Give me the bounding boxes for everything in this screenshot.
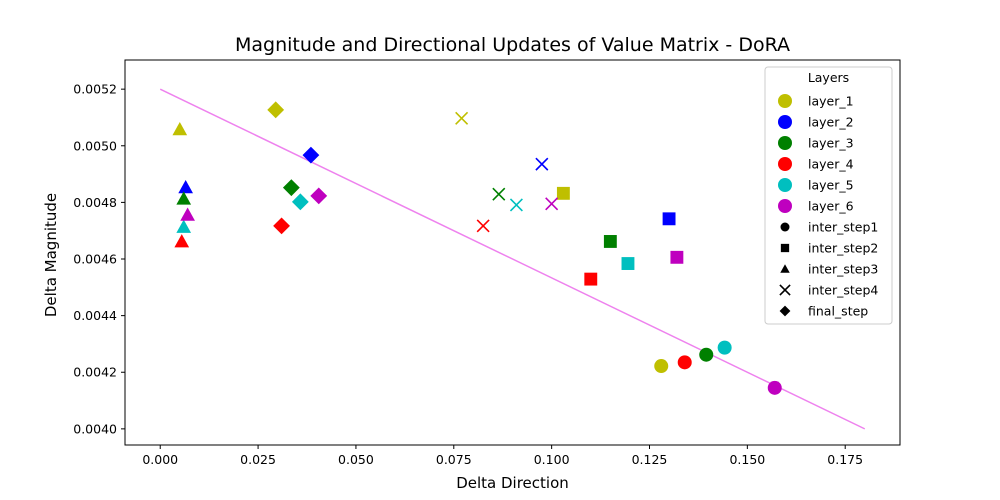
- y-tick-label: 0.0046: [73, 252, 117, 267]
- data-points-group: [172, 101, 782, 395]
- data-point-layer_2-final_step: [302, 146, 320, 164]
- data-point-layer_5-final_step: [291, 193, 309, 211]
- x-tick-label: 0.150: [729, 452, 765, 467]
- legend-marker-layer_1: [778, 94, 792, 108]
- legend-marker-inter_step1: [780, 222, 790, 232]
- data-point-layer_4-inter_step3: [174, 234, 190, 248]
- trend-line: [159, 88, 866, 430]
- legend-label-final_step: final_step: [808, 304, 868, 319]
- x-tick-label: 0.000: [142, 452, 178, 467]
- y-tick-label: 0.0048: [73, 195, 117, 210]
- data-point-layer_6-inter_step2: [670, 250, 684, 264]
- x-tick-label: 0.125: [632, 452, 668, 467]
- legend-marker-layer_3: [778, 136, 792, 150]
- plot-frame: [124, 59, 901, 446]
- y-tick-label: 0.0052: [73, 82, 117, 97]
- legend-label-inter_step4: inter_step4: [808, 283, 878, 298]
- data-point-layer_3-inter_step4: [492, 187, 506, 201]
- x-tick-label: 0.025: [240, 452, 276, 467]
- data-point-layer_4-inter_step2: [584, 272, 598, 286]
- y-tick-label: 0.0040: [73, 421, 117, 436]
- data-point-layer_1-inter_step1: [654, 359, 669, 374]
- legend-marker-inter_step3: [780, 264, 790, 273]
- data-point-layer_5-inter_step4: [509, 198, 523, 212]
- data-point-layer_4-inter_step1: [677, 355, 692, 370]
- legend-marker-layer_6: [778, 199, 792, 213]
- data-point-layer_1-final_step: [267, 101, 285, 119]
- x-tick-label: 0.100: [534, 452, 570, 467]
- x-tick-label: 0.175: [827, 452, 863, 467]
- legend-label-layer_4: layer_4: [808, 157, 854, 172]
- x-tick-label: 0.050: [338, 452, 374, 467]
- data-point-layer_3-inter_step1: [699, 347, 714, 362]
- legend-box: [764, 66, 893, 325]
- legend-label-layer_1: layer_1: [808, 94, 854, 109]
- legend-marker-final_step: [779, 305, 791, 317]
- data-point-layer_3-final_step: [282, 179, 300, 197]
- x-axis-label: Delta Direction: [456, 474, 569, 492]
- legend-label-layer_3: layer_3: [808, 136, 854, 151]
- data-point-layer_2-inter_step2: [662, 212, 676, 226]
- data-point-layer_6-inter_step1: [767, 380, 782, 395]
- legend-label-inter_step1: inter_step1: [808, 220, 878, 235]
- chart-title: Magnitude and Directional Updates of Val…: [235, 34, 790, 56]
- data-point-layer_4-inter_step4: [476, 219, 490, 233]
- y-tick-label: 0.0050: [73, 138, 117, 153]
- y-tick-label: 0.0044: [73, 308, 117, 323]
- legend: Layers layer_1layer_2layer_3layer_4layer…: [764, 66, 893, 325]
- legend-marker-inter_step4: [779, 284, 791, 296]
- data-point-layer_6-inter_step3: [180, 207, 195, 221]
- legend-label-layer_5: layer_5: [808, 178, 854, 193]
- data-point-layer_4-final_step: [273, 217, 290, 235]
- axis-ticks-group: 0.000 0.025 0.050 0.075 0.100 0.125 0.150 0.175…: [73, 82, 863, 467]
- data-point-layer_6-inter_step4: [545, 197, 559, 211]
- legend-label-inter_step3: inter_step3: [808, 262, 878, 277]
- data-point-layer_2-inter_step4: [535, 157, 549, 171]
- legend-title: Layers: [808, 70, 849, 85]
- data-point-layer_3-inter_step2: [603, 235, 617, 248]
- data-point-layer_5-inter_step2: [621, 257, 635, 270]
- legend-marker-layer_4: [778, 157, 792, 171]
- data-point-layer_3-inter_step3: [176, 191, 192, 205]
- legend-marker-layer_2: [778, 115, 792, 129]
- data-point-layer_5-inter_step1: [717, 340, 732, 355]
- legend-label-layer_2: layer_2: [808, 115, 854, 130]
- data-point-layer_1-inter_step3: [172, 122, 188, 136]
- data-point-layer_5-inter_step3: [176, 219, 192, 233]
- data-point-layer_1-inter_step4: [455, 111, 469, 125]
- data-point-layer_2-inter_step3: [178, 180, 194, 194]
- data-point-layer_1-inter_step2: [556, 186, 570, 200]
- legend-marker-inter_step2: [780, 243, 790, 253]
- legend-marker-layer_5: [778, 178, 792, 192]
- data-point-layer_6-final_step: [310, 187, 328, 205]
- x-tick-label: 0.075: [436, 452, 472, 467]
- trend-line-group: [159, 88, 866, 430]
- y-axis-label: Delta Magnitude: [42, 193, 60, 317]
- y-tick-label: 0.0042: [73, 365, 117, 380]
- legend-entries: layer_1 layer_2 layer_3 layer_4 layer_5layer…: [778, 94, 878, 319]
- legend-label-inter_step2: inter_step2: [808, 241, 878, 256]
- legend-label-layer_6: layer_6: [808, 199, 854, 214]
